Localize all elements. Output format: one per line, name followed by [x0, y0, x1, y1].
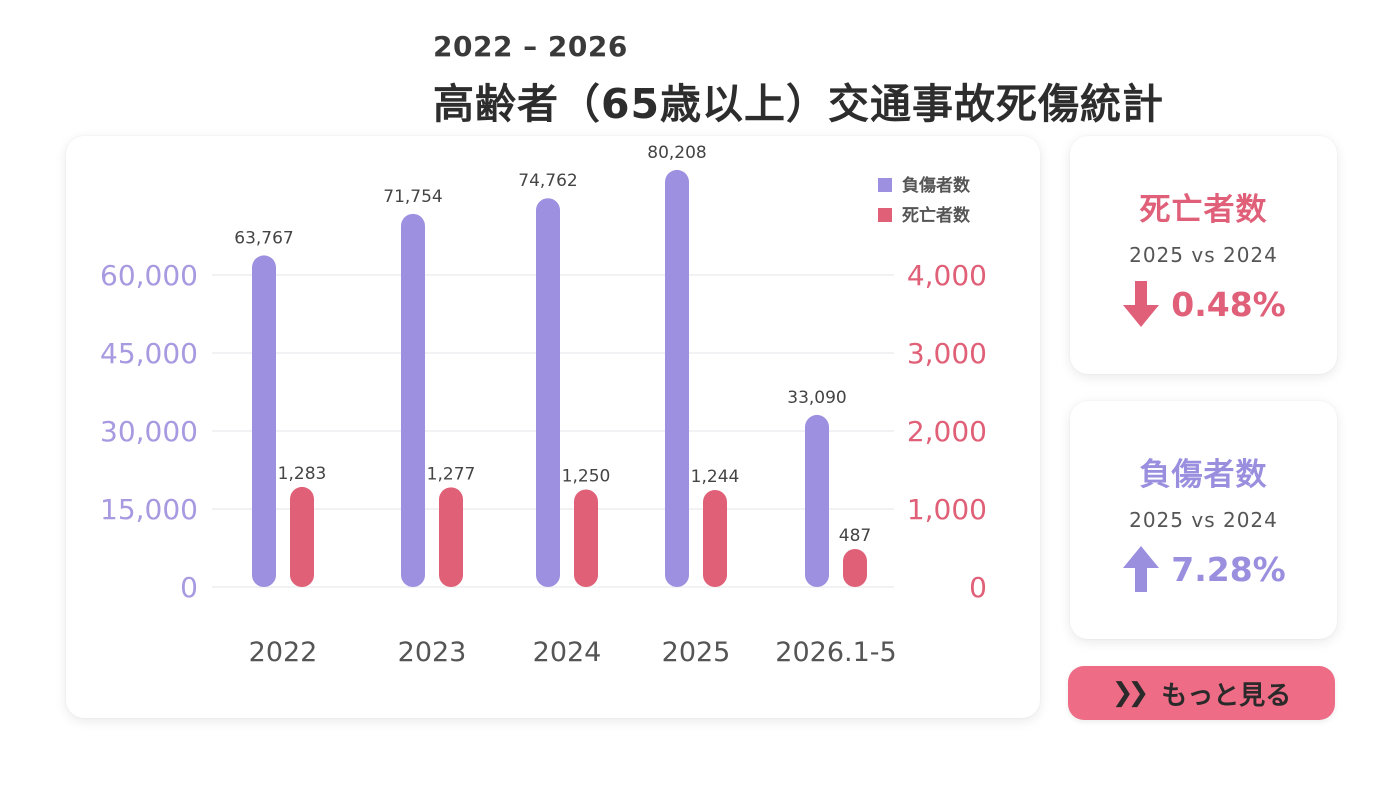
deaths-bar: [843, 549, 867, 587]
injuries-data-label: 74,762: [518, 171, 577, 191]
left-axis-tick-label: 0: [180, 571, 198, 604]
deaths-data-label: 1,250: [562, 467, 611, 487]
right-axis-tick-label: 3,000: [907, 337, 987, 370]
right-axis-tick-label: 4,000: [907, 259, 987, 292]
right-axis-tick-label: 2,000: [907, 415, 987, 448]
deaths-change-value: 0.48%: [1171, 284, 1286, 324]
deaths-data-label: 1,244: [691, 467, 740, 487]
arrow-down-icon: [1123, 281, 1160, 327]
injuries-bar: [805, 414, 829, 587]
left-axis-tick-label: 30,000: [100, 415, 198, 448]
injuries-stat-compare: 2025 vs 2024: [1129, 508, 1278, 532]
deaths-stat-card: 死亡者数 2025 vs 2024 0.48%: [1070, 136, 1337, 374]
injuries-bar: [665, 169, 689, 587]
injuries-stat-title: 負傷者数: [1139, 457, 1268, 493]
injuries-bar: [536, 198, 560, 587]
x-axis-category-label: 2023: [398, 637, 467, 668]
page-title: 高齢者（65歳以上）交通事故死傷統計: [433, 80, 1165, 128]
more-button[interactable]: ❯❯ もっと見る: [1068, 666, 1335, 720]
deaths-data-label: 1,277: [427, 464, 476, 484]
arrow-up-icon: [1123, 546, 1160, 592]
injuries-data-label: 63,767: [234, 228, 293, 248]
injuries-data-label: 33,090: [787, 388, 846, 408]
legend-swatch: [878, 178, 892, 192]
deaths-data-label: 1,283: [278, 464, 327, 484]
x-axis-category-label: 2024: [533, 637, 602, 668]
right-axis-tick-label: 1,000: [907, 493, 987, 526]
left-axis-tick-label: 15,000: [100, 493, 198, 526]
injuries-bar: [401, 213, 425, 587]
injuries-data-label: 80,208: [647, 143, 706, 163]
deaths-bar: [439, 487, 463, 587]
chart-card: 0 15,000 30,000 45,000 60,000 0 1,000 2,000 3,00…: [66, 136, 1040, 718]
deaths-bar: [574, 489, 598, 587]
deaths-bar: [703, 489, 727, 587]
injuries-stat-card: 負傷者数 2025 vs 2024 7.28%: [1070, 401, 1337, 639]
deaths-stat-title: 死亡者数: [1139, 192, 1268, 228]
left-axis-tick-label: 45,000: [100, 337, 198, 370]
double-chevron-right-icon: ❯❯: [1111, 678, 1149, 708]
x-axis-category-label: 2025: [662, 637, 731, 668]
injuries-data-label: 71,754: [383, 187, 442, 207]
legend-label: 死亡者数: [902, 205, 971, 226]
bar-chart: 0 15,000 30,000 45,000 60,000 0 1,000 2,000 3,00…: [100, 143, 987, 668]
x-axis-category-label: 2022: [249, 637, 318, 668]
x-axis-category-label: 2026.1-5: [775, 637, 896, 668]
left-axis-tick-label: 60,000: [100, 259, 198, 292]
right-axis-tick-label: 0: [969, 571, 987, 604]
injuries-change-value: 7.28%: [1171, 549, 1286, 589]
deaths-data-label: 487: [839, 526, 871, 546]
deaths-bar: [290, 486, 314, 587]
injuries-bar: [252, 255, 276, 587]
legend-label: 負傷者数: [902, 175, 971, 196]
deaths-stat-compare: 2025 vs 2024: [1129, 243, 1278, 267]
more-button-label: もっと見る: [1161, 680, 1292, 711]
period-label: 2022 – 2026: [433, 30, 628, 63]
legend-swatch: [878, 208, 892, 222]
